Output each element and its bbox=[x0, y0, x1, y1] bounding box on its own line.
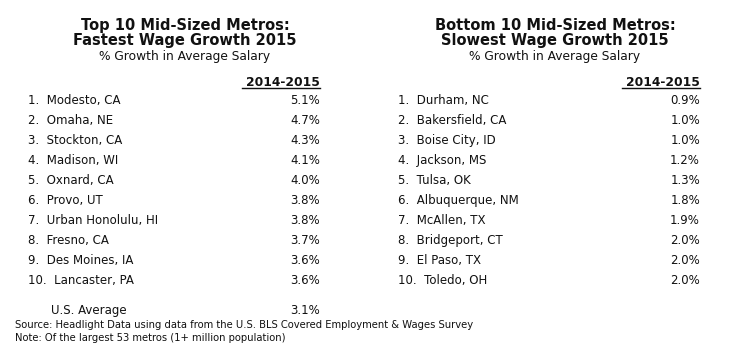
Text: Source: Headlight Data using data from the U.S. BLS Covered Employment & Wages S: Source: Headlight Data using data from t… bbox=[15, 320, 473, 330]
Text: 1.  Modesto, CA: 1. Modesto, CA bbox=[28, 94, 121, 107]
Text: 8.  Bridgeport, CT: 8. Bridgeport, CT bbox=[398, 234, 502, 247]
Text: % Growth in Average Salary: % Growth in Average Salary bbox=[469, 50, 641, 63]
Text: 3.  Stockton, CA: 3. Stockton, CA bbox=[28, 134, 122, 147]
Text: 3.6%: 3.6% bbox=[290, 274, 320, 287]
Text: 1.0%: 1.0% bbox=[670, 134, 700, 147]
Text: Note: Of the largest 53 metros (1+ million population): Note: Of the largest 53 metros (1+ milli… bbox=[15, 333, 286, 343]
Text: % Growth in Average Salary: % Growth in Average Salary bbox=[99, 50, 271, 63]
Text: Slowest Wage Growth 2015: Slowest Wage Growth 2015 bbox=[441, 33, 669, 48]
Text: 3.8%: 3.8% bbox=[290, 214, 320, 227]
Text: 3.1%: 3.1% bbox=[290, 304, 320, 317]
Text: 6.  Provo, UT: 6. Provo, UT bbox=[28, 194, 103, 207]
Text: 2014-2015: 2014-2015 bbox=[246, 76, 320, 89]
Text: 3.  Boise City, ID: 3. Boise City, ID bbox=[398, 134, 496, 147]
Text: 5.  Oxnard, CA: 5. Oxnard, CA bbox=[28, 174, 114, 187]
Text: 7.  McAllen, TX: 7. McAllen, TX bbox=[398, 214, 485, 227]
Text: 3.8%: 3.8% bbox=[290, 194, 320, 207]
Text: 0.9%: 0.9% bbox=[670, 94, 700, 107]
Text: 4.3%: 4.3% bbox=[290, 134, 320, 147]
Text: 1.3%: 1.3% bbox=[670, 174, 700, 187]
Text: 1.8%: 1.8% bbox=[670, 194, 700, 207]
Text: 2014-2015: 2014-2015 bbox=[626, 76, 700, 89]
Text: 4.7%: 4.7% bbox=[290, 114, 320, 127]
Text: 1.0%: 1.0% bbox=[670, 114, 700, 127]
Text: 1.9%: 1.9% bbox=[670, 214, 700, 227]
Text: 4.  Madison, WI: 4. Madison, WI bbox=[28, 154, 118, 167]
Text: 9.  Des Moines, IA: 9. Des Moines, IA bbox=[28, 254, 133, 267]
Text: 1.2%: 1.2% bbox=[670, 154, 700, 167]
Text: 7.  Urban Honolulu, HI: 7. Urban Honolulu, HI bbox=[28, 214, 158, 227]
Text: Top 10 Mid-Sized Metros:: Top 10 Mid-Sized Metros: bbox=[81, 18, 289, 33]
Text: 2.0%: 2.0% bbox=[670, 254, 700, 267]
Text: 3.6%: 3.6% bbox=[290, 254, 320, 267]
Text: 2.0%: 2.0% bbox=[670, 234, 700, 247]
Text: 10.  Lancaster, PA: 10. Lancaster, PA bbox=[28, 274, 134, 287]
Text: 4.1%: 4.1% bbox=[290, 154, 320, 167]
Text: 5.1%: 5.1% bbox=[290, 94, 320, 107]
Text: 2.  Bakersfield, CA: 2. Bakersfield, CA bbox=[398, 114, 506, 127]
Text: 2.  Omaha, NE: 2. Omaha, NE bbox=[28, 114, 113, 127]
Text: 6.  Albuquerque, NM: 6. Albuquerque, NM bbox=[398, 194, 519, 207]
Text: 2.0%: 2.0% bbox=[670, 274, 700, 287]
Text: 5.  Tulsa, OK: 5. Tulsa, OK bbox=[398, 174, 471, 187]
Text: 9.  El Paso, TX: 9. El Paso, TX bbox=[398, 254, 481, 267]
Text: 4.  Jackson, MS: 4. Jackson, MS bbox=[398, 154, 486, 167]
Text: Bottom 10 Mid-Sized Metros:: Bottom 10 Mid-Sized Metros: bbox=[434, 18, 676, 33]
Text: U.S. Average: U.S. Average bbox=[36, 304, 127, 317]
Text: 10.  Toledo, OH: 10. Toledo, OH bbox=[398, 274, 487, 287]
Text: 3.7%: 3.7% bbox=[290, 234, 320, 247]
Text: 4.0%: 4.0% bbox=[290, 174, 320, 187]
Text: Fastest Wage Growth 2015: Fastest Wage Growth 2015 bbox=[73, 33, 297, 48]
Text: 1.  Durham, NC: 1. Durham, NC bbox=[398, 94, 489, 107]
Text: 8.  Fresno, CA: 8. Fresno, CA bbox=[28, 234, 109, 247]
